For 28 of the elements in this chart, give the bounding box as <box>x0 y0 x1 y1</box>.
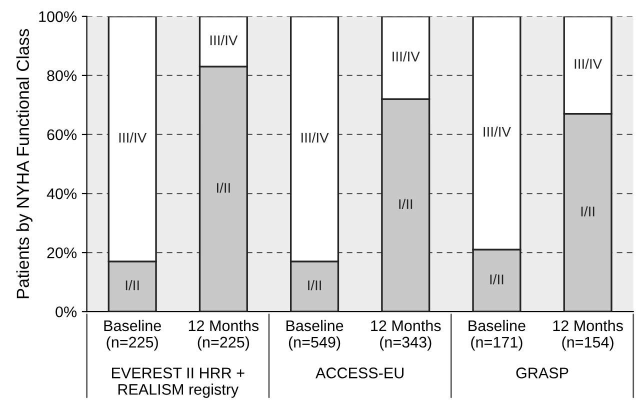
y-tick-label: 80% <box>47 70 77 82</box>
x-tick-label: 12 Months (n=154) <box>553 320 623 351</box>
series-label: I/II <box>126 280 139 290</box>
y-tick-label: 100% <box>39 11 77 22</box>
text: III/IV <box>484 126 511 137</box>
text: EVEREST II HRR + REALISM registry <box>112 368 244 398</box>
text: III/IV <box>302 132 329 143</box>
x-tick-label: Baseline (n=171) <box>468 320 526 351</box>
series-label: III/IV <box>392 51 420 62</box>
y-tick-label: 0% <box>56 306 77 318</box>
x-tick-label: 12 Months (n=225) <box>188 320 259 351</box>
text: GRASP <box>516 368 568 378</box>
text: I/II <box>399 198 412 210</box>
y-tick-label: 40% <box>46 188 77 200</box>
text: I/II <box>217 182 230 193</box>
y-tick-label: 60% <box>47 129 77 140</box>
y-axis-title: Patients by NYHA Functional Class <box>16 29 32 298</box>
text: I/II <box>581 206 594 216</box>
x-tick-label: Baseline (n=225) <box>104 320 161 351</box>
x-tick-label: Baseline (n=549) <box>286 320 344 351</box>
text: III/IV <box>119 132 147 143</box>
text: III/IV <box>210 35 238 46</box>
text: III/IV <box>574 58 602 69</box>
text: ACCESS-EU <box>316 368 404 378</box>
x-tick-label: 12 Months (n=343) <box>371 320 441 351</box>
text: I/II <box>308 280 321 290</box>
text: I/II <box>490 274 504 284</box>
y-tick-label: 20% <box>47 247 77 258</box>
